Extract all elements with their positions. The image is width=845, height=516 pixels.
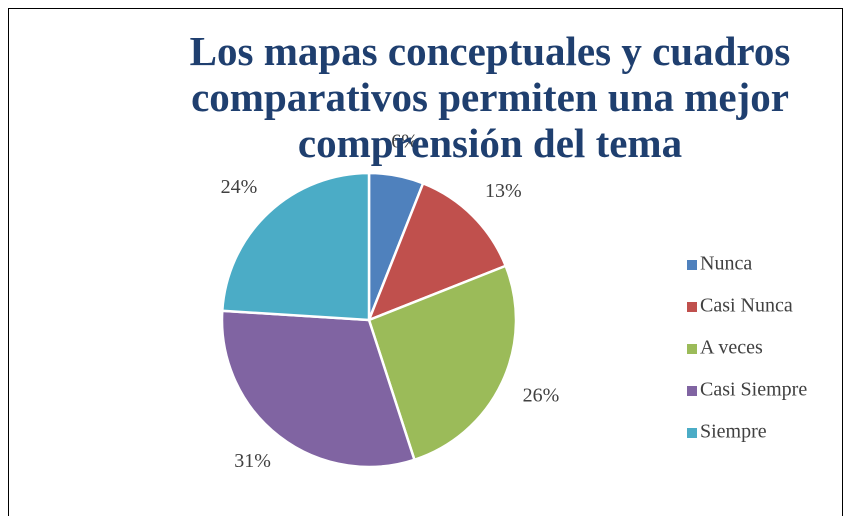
pie-slice (220, 171, 371, 322)
pie-slice (220, 309, 417, 469)
legend-label: A veces (700, 337, 763, 359)
legend-swatch (687, 428, 697, 438)
pie-slice (366, 181, 508, 323)
legend-swatch (687, 344, 697, 354)
data-label: 24% (221, 176, 258, 198)
data-label: 6% (391, 130, 418, 152)
legend-swatch (687, 260, 697, 270)
legend-label: Nunca (700, 253, 752, 275)
legend-swatch (687, 386, 697, 396)
legend-label: Siempre (700, 421, 767, 443)
legend-label: Casi Nunca (700, 295, 793, 317)
chart-title: Los mapas conceptuales y cuadros compara… (189, 28, 791, 166)
data-label: 26% (523, 384, 560, 406)
data-label: 13% (485, 180, 522, 202)
data-label: 31% (234, 450, 271, 472)
chart-frame (8, 8, 843, 516)
legend-label: Casi Siempre (700, 379, 807, 401)
pie-slice (367, 264, 518, 462)
legend-swatch (687, 302, 697, 312)
